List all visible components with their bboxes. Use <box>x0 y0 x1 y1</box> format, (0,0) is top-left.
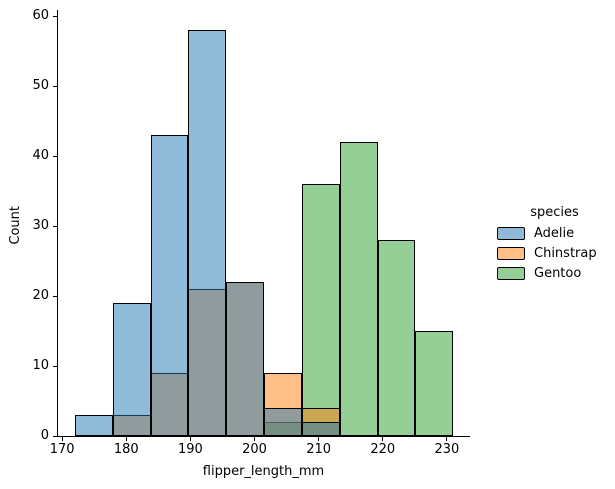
x-tick-label: 230 <box>434 442 460 457</box>
histogram-bar-gentoo-bin8 <box>377 240 416 436</box>
y-tick-mark <box>53 15 57 17</box>
y-tick-mark <box>53 225 57 227</box>
y-axis-spine <box>57 10 58 437</box>
y-tick-mark <box>53 85 57 87</box>
histogram-bar-gentoo-bin7 <box>339 142 378 436</box>
legend-row-gentoo: Gentoo <box>497 266 612 281</box>
legend-row-adelie: Adelie <box>497 226 612 241</box>
y-tick-label: 10 <box>32 358 49 373</box>
legend-row-chinstrap: Chinstrap <box>497 246 612 261</box>
chinstrap-swatch <box>497 247 525 260</box>
y-tick-label: 40 <box>32 148 49 163</box>
x-tick-mark <box>382 437 384 441</box>
histogram-bar-adelie-bin2 <box>150 135 189 436</box>
legend-title: species <box>530 205 579 220</box>
y-tick-label: 20 <box>32 288 49 303</box>
gentoo-swatch <box>497 267 525 280</box>
y-tick-label: 60 <box>32 8 49 24</box>
histogram-bar-adelie-bin4 <box>226 282 265 436</box>
histogram-bar-adelie-bin1 <box>112 303 151 436</box>
legend-label-gentoo: Gentoo <box>534 266 582 281</box>
y-tick-label: 50 <box>32 78 49 94</box>
adelie-swatch <box>497 227 525 240</box>
x-tick-mark <box>446 437 448 441</box>
y-tick-mark <box>53 155 57 157</box>
x-tick-mark <box>61 437 63 441</box>
y-tick-mark <box>53 365 57 367</box>
legend-label-adelie: Adelie <box>534 226 575 241</box>
histogram-bar-adelie-bin5 <box>264 408 302 436</box>
histogram-bar-adelie-bin3 <box>188 30 227 436</box>
legend-label-chinstrap: Chinstrap <box>534 246 597 261</box>
x-tick-label: 200 <box>242 442 267 457</box>
x-tick-mark <box>254 437 256 441</box>
x-tick-label: 220 <box>370 442 396 457</box>
histogram-bar-adelie-bin6 <box>301 422 340 436</box>
histogram-bar-adelie-bin0 <box>74 415 113 436</box>
y-tick-label: 30 <box>32 218 49 233</box>
x-tick-label: 210 <box>306 442 332 457</box>
y-tick-mark <box>53 435 57 437</box>
histogram-bar-gentoo-bin9 <box>415 331 454 436</box>
legend: species Adelie Chinstrap Gentoo <box>497 205 612 286</box>
x-tick-mark <box>318 437 320 441</box>
x-tick-label: 180 <box>113 442 139 457</box>
x-tick-mark <box>125 437 127 441</box>
x-axis-label: flipper_length_mm <box>202 464 325 479</box>
x-axis-spine <box>57 436 470 437</box>
x-tick-label: 190 <box>177 442 203 457</box>
x-tick-mark <box>189 437 191 441</box>
y-tick-label: 0 <box>40 428 49 443</box>
histogram-bar-gentoo-bin6 <box>301 184 340 436</box>
y-tick-mark <box>53 295 57 297</box>
x-tick-label: 170 <box>49 442 75 457</box>
